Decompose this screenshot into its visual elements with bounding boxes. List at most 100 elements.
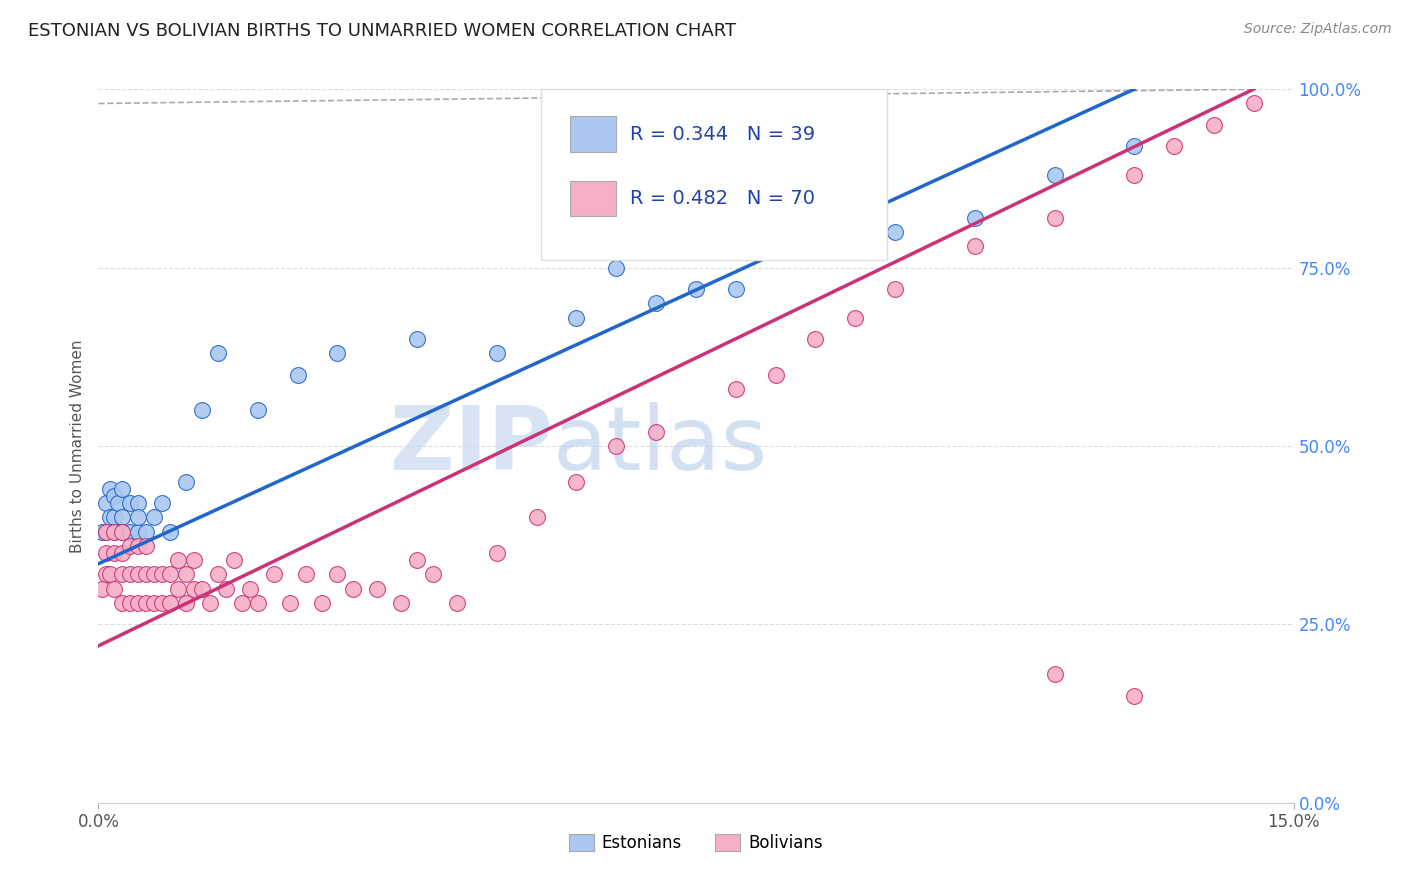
Point	[1123, 168, 1146, 182]
Point	[326, 346, 349, 360]
Point	[884, 282, 907, 296]
Point	[183, 582, 205, 596]
Point	[565, 310, 588, 325]
Point	[98, 567, 122, 582]
Point	[406, 332, 429, 346]
Point	[96, 567, 118, 582]
Point	[150, 496, 173, 510]
Point	[91, 582, 114, 596]
Point	[111, 567, 134, 582]
Point	[103, 524, 125, 539]
Point	[246, 596, 269, 610]
Point	[231, 596, 253, 610]
Point	[111, 546, 134, 560]
Point	[342, 582, 364, 596]
Point	[120, 567, 142, 582]
FancyBboxPatch shape	[541, 89, 887, 260]
Point	[422, 567, 444, 582]
Point	[1243, 96, 1265, 111]
Point	[111, 596, 134, 610]
Point	[150, 567, 173, 582]
Point	[174, 596, 197, 610]
Point	[1163, 139, 1185, 153]
Point	[135, 596, 157, 610]
Point	[198, 596, 221, 610]
Point	[127, 596, 149, 610]
Y-axis label: Births to Unmarried Women: Births to Unmarried Women	[69, 339, 84, 553]
Point	[222, 553, 245, 567]
FancyBboxPatch shape	[571, 116, 616, 152]
Point	[103, 546, 125, 560]
Point	[143, 510, 166, 524]
Point	[239, 582, 262, 596]
Point	[605, 439, 627, 453]
Point	[183, 553, 205, 567]
Text: R = 0.344   N = 39: R = 0.344 N = 39	[630, 125, 815, 144]
Point	[120, 596, 142, 610]
Text: ESTONIAN VS BOLIVIAN BIRTHS TO UNMARRIED WOMEN CORRELATION CHART: ESTONIAN VS BOLIVIAN BIRTHS TO UNMARRIED…	[28, 22, 737, 40]
Point	[98, 482, 122, 496]
Point	[804, 332, 827, 346]
Point	[111, 482, 134, 496]
Point	[963, 239, 986, 253]
Point	[565, 475, 588, 489]
Text: R = 0.482   N = 70: R = 0.482 N = 70	[630, 189, 815, 208]
Text: atlas: atlas	[553, 402, 768, 490]
Point	[605, 260, 627, 275]
Point	[1043, 667, 1066, 681]
Legend: Estonians, Bolivians: Estonians, Bolivians	[562, 827, 830, 859]
Point	[844, 310, 866, 325]
FancyBboxPatch shape	[571, 180, 616, 216]
Point	[645, 425, 668, 439]
Point	[91, 524, 114, 539]
Point	[111, 524, 134, 539]
Point	[207, 567, 229, 582]
Point	[389, 596, 412, 610]
Point	[207, 346, 229, 360]
Point	[103, 524, 125, 539]
Point	[485, 346, 508, 360]
Point	[191, 403, 214, 417]
Point	[120, 496, 142, 510]
Point	[1043, 211, 1066, 225]
Point	[159, 524, 181, 539]
Point	[278, 596, 301, 610]
Point	[98, 510, 122, 524]
Point	[406, 553, 429, 567]
Point	[96, 546, 118, 560]
Point	[159, 596, 181, 610]
Point	[1123, 139, 1146, 153]
Point	[167, 582, 190, 596]
Point	[167, 553, 190, 567]
Point	[111, 510, 134, 524]
Point	[485, 546, 508, 560]
Point	[127, 539, 149, 553]
Point	[963, 211, 986, 225]
Point	[645, 296, 668, 310]
Point	[287, 368, 309, 382]
Point	[143, 596, 166, 610]
Point	[143, 567, 166, 582]
Point	[127, 524, 149, 539]
Point	[326, 567, 349, 582]
Point	[103, 582, 125, 596]
Point	[159, 567, 181, 582]
Point	[311, 596, 333, 610]
Point	[685, 282, 707, 296]
Point	[96, 524, 118, 539]
Point	[215, 582, 238, 596]
Point	[765, 368, 787, 382]
Point	[1202, 118, 1225, 132]
Point	[526, 510, 548, 524]
Text: ZIP: ZIP	[389, 402, 553, 490]
Point	[263, 567, 285, 582]
Point	[150, 596, 173, 610]
Point	[96, 524, 118, 539]
Point	[103, 489, 125, 503]
Point	[120, 539, 142, 553]
Point	[96, 496, 118, 510]
Point	[103, 510, 125, 524]
Point	[127, 567, 149, 582]
Point	[1123, 689, 1146, 703]
Point	[1043, 168, 1066, 182]
